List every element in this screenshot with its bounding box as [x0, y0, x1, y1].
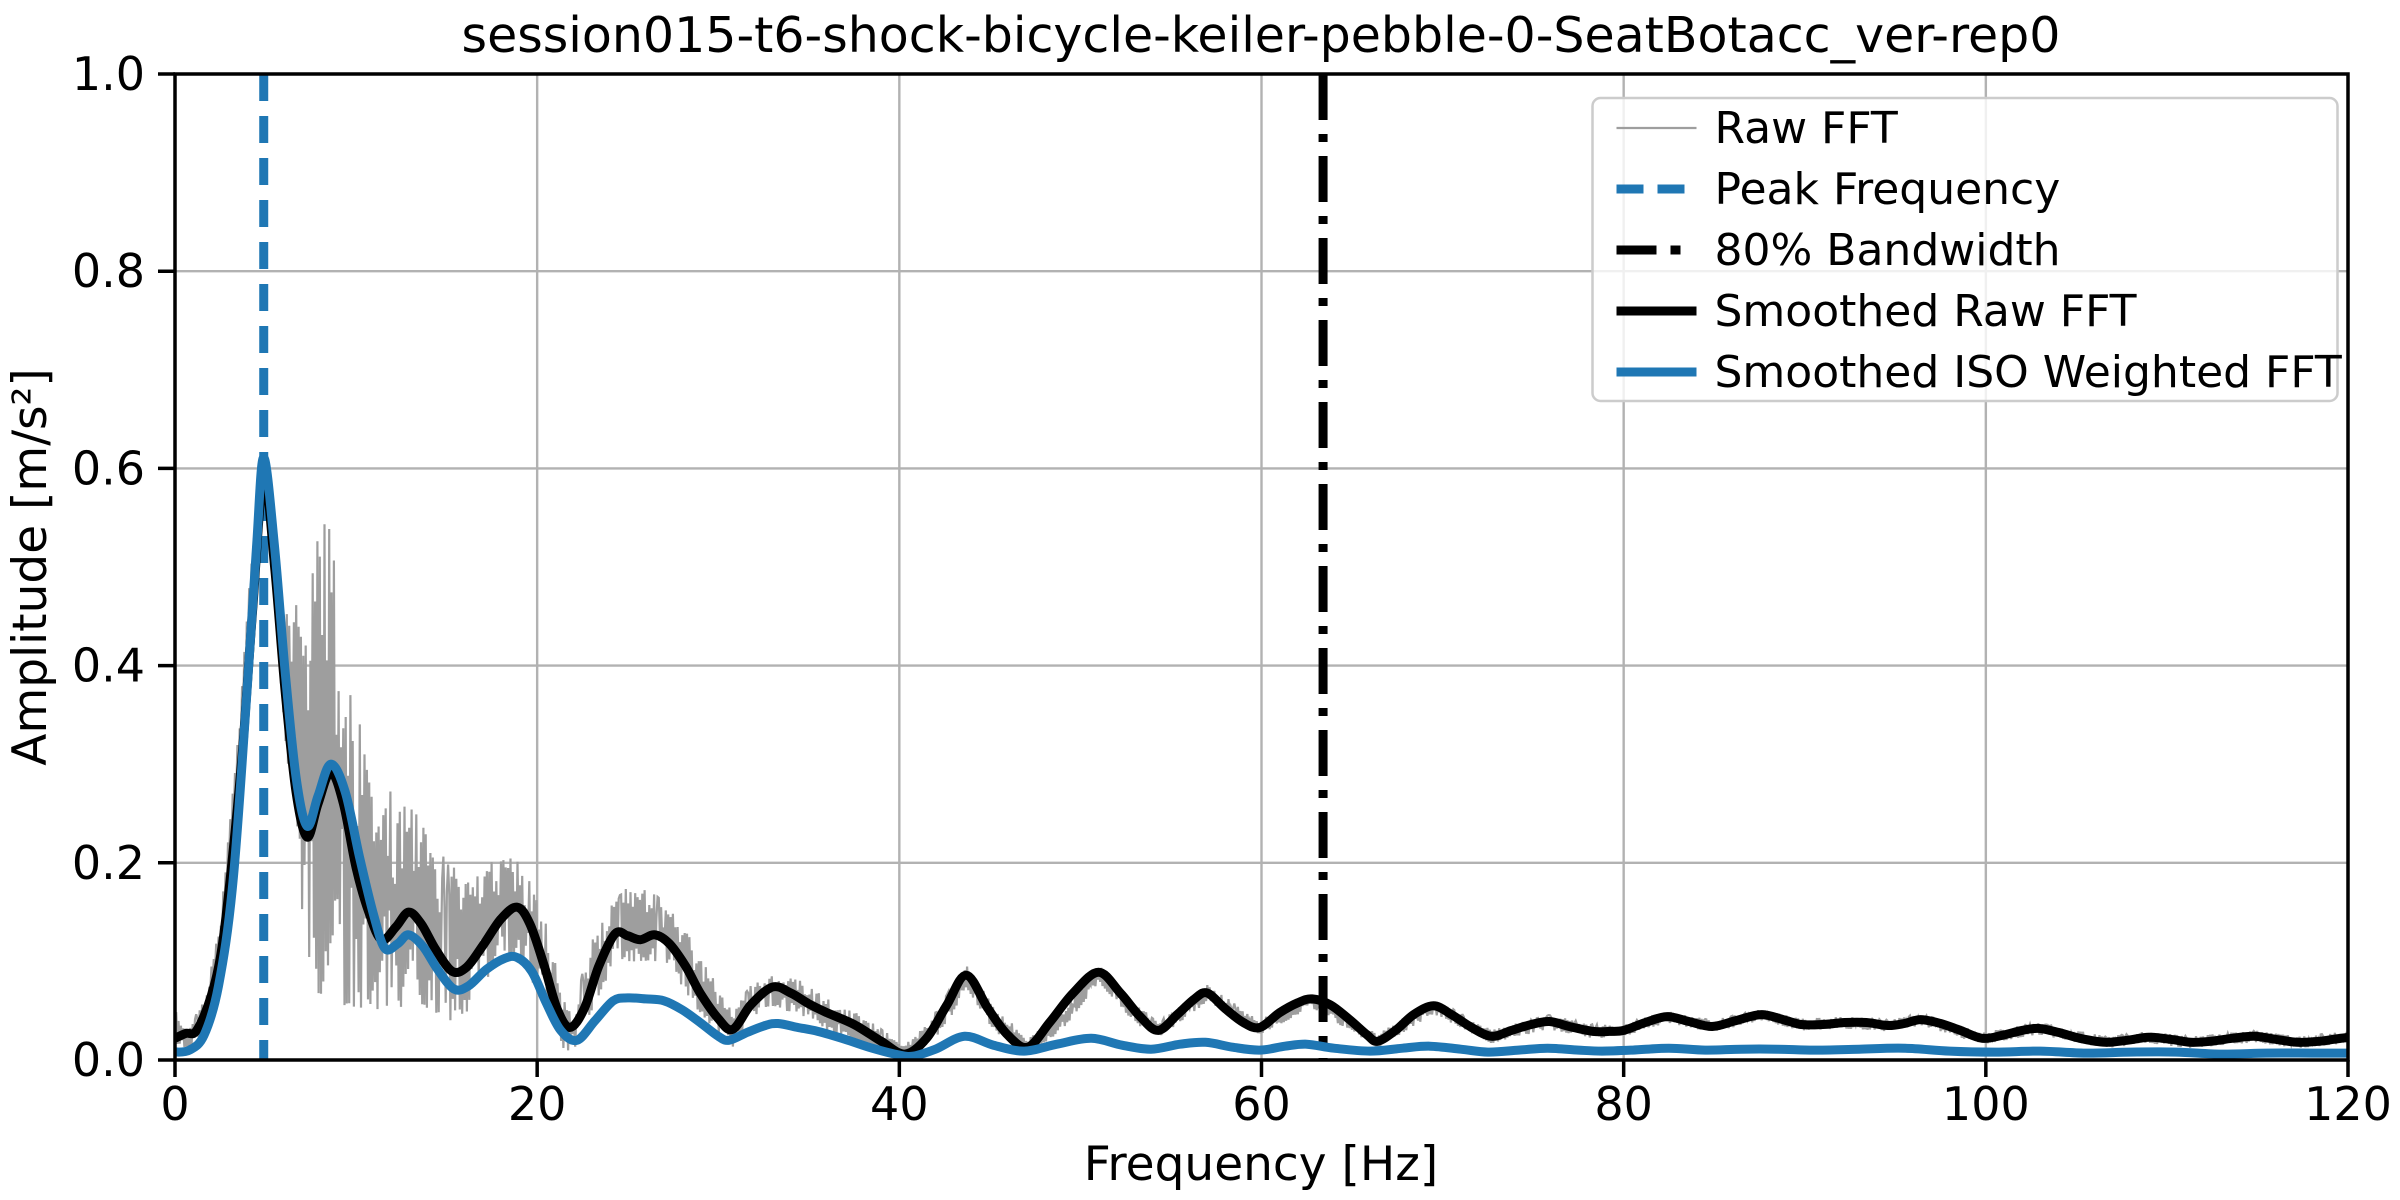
axes: [158, 72, 2350, 1077]
y-tick-label: 0.6: [72, 441, 145, 495]
curves: [175, 74, 2348, 1060]
x-tick-label: 80: [1594, 1077, 1653, 1131]
y-tick-label: 0.2: [72, 836, 145, 890]
legend: Raw FFT Peak Frequency 80% Bandwidth Smooth…: [1591, 96, 2342, 403]
y-axis-label: Amplitude [m/s²]: [3, 368, 58, 765]
x-tick-label: 0: [160, 1077, 189, 1131]
legend-label: Smoothed Raw FFT: [1715, 286, 2137, 337]
x-tick-label: 20: [508, 1077, 567, 1131]
y-tick-label: 1.0: [72, 47, 145, 101]
tick-labels: 0 20 40 60 80 100 120 0.0 0.2 0.4 0.6 0.8 1.0: [72, 47, 2392, 1131]
x-tick-label: 100: [1942, 1077, 2030, 1131]
legend-label: Smoothed ISO Weighted FFT: [1715, 347, 2342, 398]
x-tick-label: 60: [1232, 1077, 1291, 1131]
x-tick-label: 120: [2304, 1077, 2392, 1131]
legend-label: 80% Bandwidth: [1715, 225, 2061, 276]
y-tick-label: 0.0: [72, 1033, 145, 1087]
x-tick-label: 40: [870, 1077, 929, 1131]
y-tick-label: 0.8: [72, 244, 145, 298]
legend-label: Raw FFT: [1715, 103, 1898, 154]
smoothed-iso-fft-line: [175, 453, 2348, 1060]
smoothed-raw-fft-line: [175, 471, 2348, 1059]
x-axis-label: Frequency [Hz]: [1084, 1137, 1438, 1192]
legend-box: [1591, 96, 2339, 403]
legend-label: Peak Frequency: [1715, 164, 2061, 215]
chart-title: session015-t6-shock-bicycle-keiler-pebbl…: [462, 7, 2061, 64]
y-tick-label: 0.4: [72, 639, 145, 693]
